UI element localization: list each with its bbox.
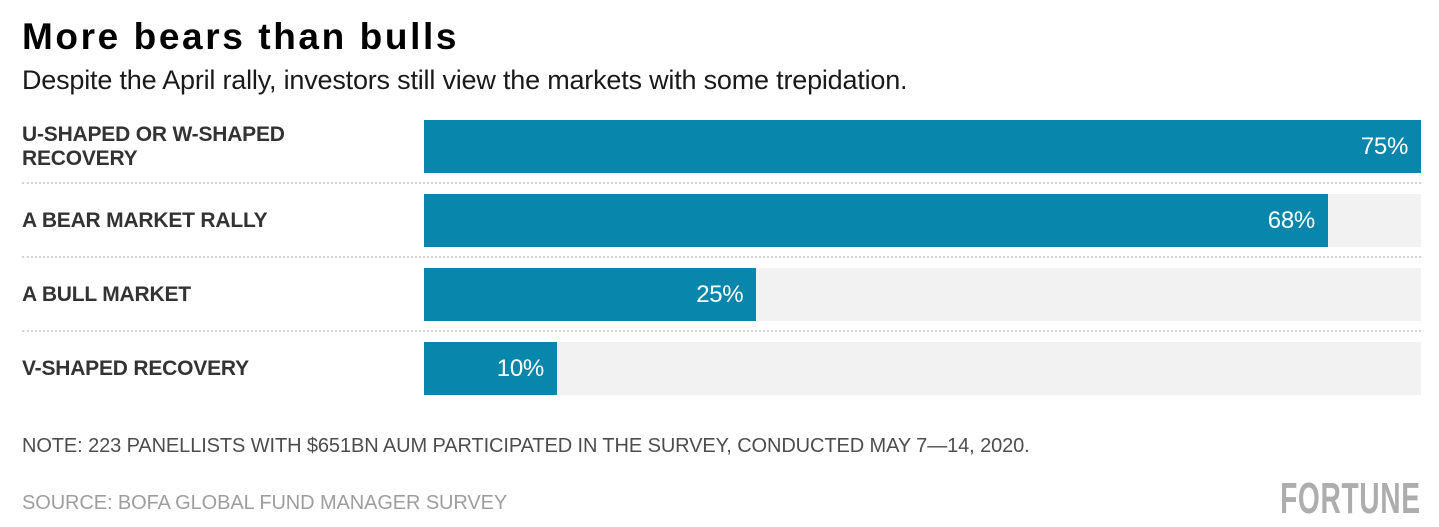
bar: 10% — [424, 342, 557, 396]
page-title: More bears than bulls — [22, 16, 460, 57]
chart-row: A BULL MARKET 25% — [22, 268, 1421, 322]
source-text: SOURCE: BOFA GLOBAL FUND MANAGER SURVEY — [22, 492, 508, 515]
category-label: A BULL MARKET — [22, 282, 191, 306]
category-label: U-SHAPED OR W-SHAPED RECOVERY — [22, 122, 285, 170]
bar-value-label: 25% — [696, 280, 744, 308]
chart-row: V-SHAPED RECOVERY 10% — [22, 342, 1421, 396]
bar-value-label: 10% — [496, 354, 544, 382]
bar: 68% — [424, 194, 1328, 248]
category-label: A BEAR MARKET RALLY — [22, 208, 268, 232]
bar-track: 10% — [424, 342, 1421, 396]
bar: 25% — [424, 268, 757, 322]
chart-row: A BEAR MARKET RALLY 68% — [22, 194, 1421, 248]
note-text: NOTE: 223 PANELLISTS WITH $651BN AUM PAR… — [22, 435, 1030, 458]
fortune-logo: FORTUNE — [1280, 474, 1421, 524]
row-separator — [22, 182, 1421, 185]
bar-track: 68% — [424, 194, 1421, 248]
bar-chart: U-SHAPED OR W-SHAPED RECOVERY 75% A BEAR M… — [22, 120, 1421, 396]
bar-track: 75% — [424, 120, 1421, 174]
chart-row: U-SHAPED OR W-SHAPED RECOVERY 75% — [22, 120, 1421, 174]
bar: 75% — [424, 120, 1421, 174]
bar-track: 25% — [424, 268, 1421, 322]
row-separator — [22, 256, 1421, 259]
category-label: V-SHAPED RECOVERY — [22, 356, 249, 380]
bar-value-label: 68% — [1267, 206, 1315, 234]
page-subtitle: Despite the April rally, investors still… — [22, 64, 908, 95]
row-separator — [22, 330, 1421, 333]
bar-value-label: 75% — [1360, 132, 1408, 160]
footer: SOURCE: BOFA GLOBAL FUND MANAGER SURVEY … — [22, 474, 1421, 524]
